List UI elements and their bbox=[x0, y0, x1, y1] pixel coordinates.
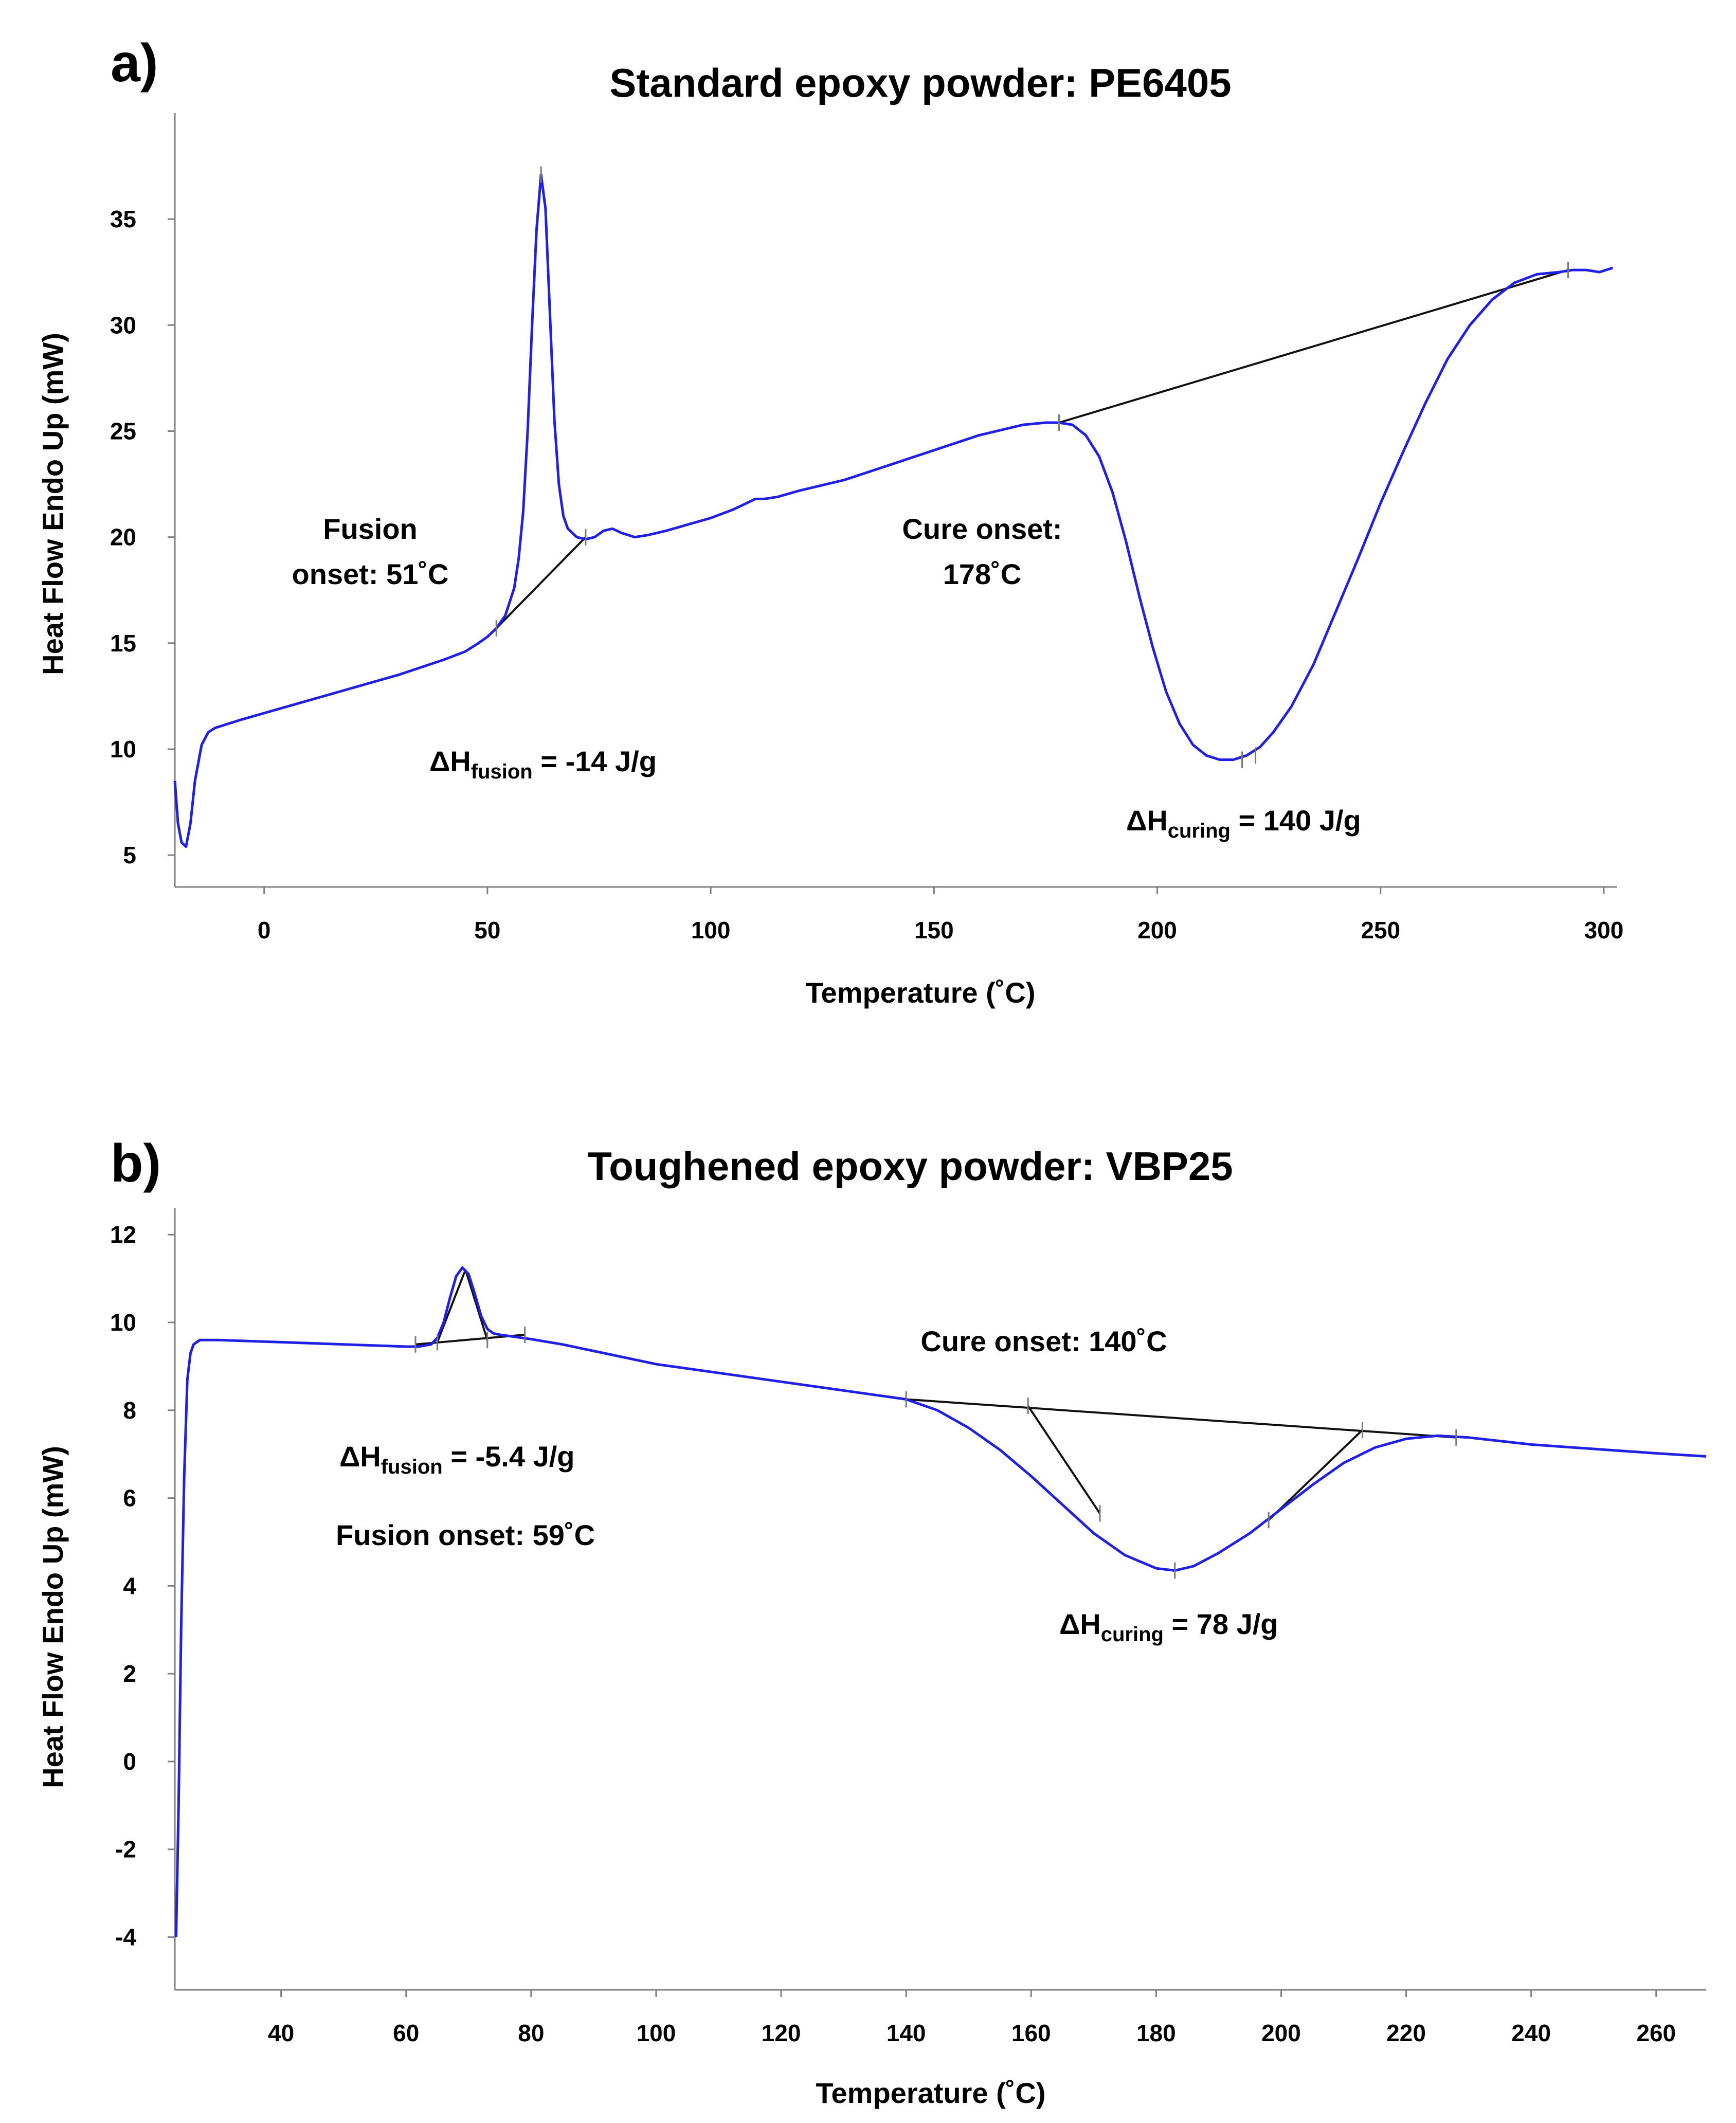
panel-b-dh-curing-value: = 78 J/g bbox=[1164, 1608, 1278, 1640]
panel-a-y-tick-label: 15 bbox=[110, 630, 136, 657]
panel-b-cure-onset-label: Cure onset: 140˚C bbox=[920, 1325, 1167, 1357]
panel-b-x-tick-label: 100 bbox=[637, 2020, 676, 2046]
panel-a-y-tick-label: 25 bbox=[110, 418, 136, 444]
panel-b-fusion-tangent-fall bbox=[464, 1269, 489, 1340]
panel-b-y-tick-label: 8 bbox=[123, 1397, 136, 1424]
panel-a-fusion-onset-label-2: onset: 51˚C bbox=[292, 558, 449, 590]
panel-b-x-tick-label: 140 bbox=[887, 2020, 926, 2046]
panel-b-y-tick-label: 6 bbox=[123, 1485, 136, 1512]
panel-a-dh-fusion-value: = -14 J/g bbox=[533, 745, 657, 777]
panel-a-dh-fusion-symbol: ΔH bbox=[429, 745, 471, 777]
panel-a-title: Standard epoxy powder: PE6405 bbox=[609, 60, 1231, 105]
panel-a-dh-fusion-subscript: fusion bbox=[471, 760, 533, 783]
panel-a-y-tick-label: 30 bbox=[110, 312, 136, 338]
panel-a-x-tick-label: 200 bbox=[1137, 917, 1177, 943]
panel-a-x-tick-label: 150 bbox=[914, 917, 954, 943]
panel-b-dh-fusion-subscript: fusion bbox=[381, 1456, 443, 1478]
panel-a-x-tick-label: 250 bbox=[1361, 917, 1400, 943]
panel-b-x-tick-label: 160 bbox=[1011, 2020, 1051, 2046]
panel-b-dh-curing-symbol: ΔH bbox=[1059, 1608, 1101, 1640]
panel-a-cure-onset-label-2: 178˚C bbox=[943, 558, 1022, 590]
panel-b-y-axis-label: Heat Flow Endo Up (mW) bbox=[37, 1446, 69, 1788]
panel-a-dh-curing-subscript: curing bbox=[1168, 820, 1231, 842]
panel-a-dh-curing-label: ΔHcuring = 140 J/g bbox=[1126, 804, 1361, 842]
panel-a-curing-baseline bbox=[1058, 269, 1569, 424]
panel-a-fusion-onset-label-1: Fusion bbox=[323, 513, 418, 545]
panel-b-dh-fusion-value: = -5.4 J/g bbox=[443, 1440, 575, 1473]
panel-a-dh-fusion-label: ΔHfusion = -14 J/g bbox=[429, 745, 657, 783]
panel-b-x-axis-label: Temperature (˚C) bbox=[816, 2077, 1045, 2109]
panel-b-x-tick-label: 120 bbox=[762, 2020, 801, 2046]
panel-a-x-tick-label: 100 bbox=[691, 917, 731, 943]
panel-b-x-tick-label: 40 bbox=[268, 2020, 294, 2046]
panel-a-chart: a) Standard epoxy powder: PE6405 5 10 15 20… bbox=[37, 33, 1623, 1009]
panel-a-x-tick-label: 300 bbox=[1584, 917, 1624, 943]
panel-a-x-axis-label: Temperature (˚C) bbox=[805, 976, 1035, 1009]
panel-a-y-axis-label: Heat Flow Endo Up (mW) bbox=[37, 333, 69, 675]
panel-a-y-tick-label: 10 bbox=[110, 736, 136, 763]
panel-b-x-tick-label: 80 bbox=[518, 2020, 544, 2046]
panel-b-curing-baseline bbox=[906, 1398, 1456, 1439]
panel-b-dh-curing-subscript: curing bbox=[1101, 1623, 1164, 1646]
panel-a-letter: a) bbox=[111, 33, 158, 93]
panel-b-chart: b) Toughened epoxy powder: VBP25 -4-2024… bbox=[37, 1134, 1707, 2109]
panel-a-x-ticks: 0 50 100 150 200 250 300 bbox=[258, 887, 1623, 943]
panel-b-x-tick-label: 60 bbox=[393, 2020, 419, 2046]
panel-b-y-tick-label: 12 bbox=[110, 1221, 136, 1248]
panel-a-markers bbox=[495, 166, 1569, 768]
panel-a-y-tick-label: 5 bbox=[123, 842, 136, 868]
panel-b-y-tick-label: 2 bbox=[123, 1660, 136, 1687]
panel-b-markers bbox=[414, 1326, 1457, 1579]
panel-b-dh-fusion-symbol: ΔH bbox=[339, 1440, 381, 1473]
panel-b-curing-tangent-fall bbox=[1027, 1405, 1101, 1514]
panel-a-y-tick-label: 35 bbox=[110, 206, 136, 232]
panel-a-y-ticks: 5 10 15 20 25 30 35 bbox=[110, 206, 175, 868]
panel-b-x-tick-label: 200 bbox=[1261, 2020, 1301, 2046]
panel-b-y-tick-label: 10 bbox=[110, 1309, 136, 1336]
panel-a-fusion-baseline bbox=[495, 536, 587, 629]
panel-a-dh-curing-value: = 140 J/g bbox=[1231, 804, 1361, 837]
panel-b-y-tick-label: -4 bbox=[115, 1924, 136, 1951]
panel-b-x-ticks: 40 60 80 100 120 140 160 180 200 220 240 260 bbox=[268, 1990, 1676, 2046]
panel-b-y-tick-label: 0 bbox=[123, 1748, 136, 1775]
panel-b-y-tick-label: -2 bbox=[115, 1836, 136, 1863]
panel-a-x-tick-label: 50 bbox=[474, 917, 500, 943]
panel-b-x-tick-label: 240 bbox=[1511, 2020, 1551, 2046]
panel-b-baselines bbox=[415, 1269, 1456, 1521]
panel-b-fusion-onset-label: Fusion onset: 59˚C bbox=[336, 1519, 595, 1551]
panel-a-dh-curing-symbol: ΔH bbox=[1126, 804, 1168, 837]
panel-a-x-tick-label: 0 bbox=[258, 917, 271, 943]
panel-b-x-tick-label: 220 bbox=[1386, 2020, 1426, 2046]
panel-b-dh-fusion-label: ΔHfusion = -5.4 J/g bbox=[339, 1440, 574, 1478]
panel-a-heat-flow-line bbox=[173, 173, 1614, 848]
panel-b-y-tick-label: 4 bbox=[123, 1572, 136, 1599]
panel-b-x-tick-label: 180 bbox=[1136, 2020, 1176, 2046]
panel-a-baselines bbox=[495, 269, 1569, 629]
panel-b-fusion-tangent-rise bbox=[436, 1269, 467, 1343]
panel-b-letter: b) bbox=[111, 1134, 161, 1193]
panel-b-dh-curing-label: ΔHcuring = 78 J/g bbox=[1059, 1608, 1278, 1646]
panel-b-heat-flow-line bbox=[174, 1266, 1707, 1937]
panel-b-y-ticks: -4 -2 0 2 4 6 8 10 12 bbox=[110, 1221, 175, 1951]
panel-b-title: Toughened epoxy powder: VBP25 bbox=[587, 1144, 1233, 1189]
panel-b-x-tick-label: 260 bbox=[1636, 2020, 1676, 2046]
panel-a-cure-onset-label-1: Cure onset: bbox=[902, 513, 1062, 545]
panel-a-y-tick-label: 20 bbox=[110, 524, 136, 551]
